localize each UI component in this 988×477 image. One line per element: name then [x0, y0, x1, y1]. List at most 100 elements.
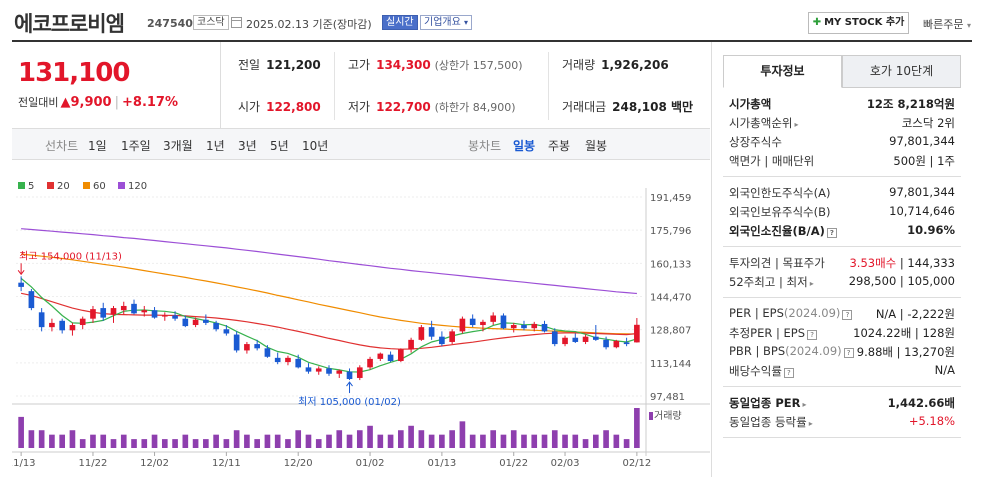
help-icon[interactable]: ? — [807, 330, 818, 340]
period-3m[interactable]: 3개월 — [163, 139, 193, 153]
volume-bar — [131, 439, 137, 448]
volume-bar — [623, 439, 630, 448]
volume-bar — [510, 430, 517, 448]
x-tick-label: 01/13 — [427, 458, 456, 469]
volume-bar — [233, 430, 240, 448]
stat-open: 시가 122,800 — [238, 100, 321, 114]
info-row[interactable]: 동일업종 PER ▸ 1,442.66배 — [727, 393, 957, 412]
candle — [203, 319, 209, 323]
volume-bar — [141, 439, 148, 448]
volume-bar — [500, 434, 507, 448]
info-value: 1,442.66배 — [887, 396, 955, 410]
legend-ma60: 60 — [83, 181, 106, 192]
company-overview-button[interactable]: 기업개요 ▾ — [420, 15, 473, 30]
candle — [336, 370, 343, 374]
stat-low: 저가 122,700 (하한가 84,900) — [348, 100, 516, 114]
my-stock-add-label: MY STOCK 추가 — [824, 17, 905, 28]
volume-bar — [592, 434, 599, 448]
my-stock-add-button[interactable]: ✚ MY STOCK 추가 — [808, 12, 909, 34]
volume-bar — [69, 430, 76, 448]
help-icon[interactable]: ? — [826, 228, 837, 238]
stock-code: 247540 — [147, 17, 193, 30]
candle-daily[interactable]: 일봉 — [513, 139, 536, 153]
candle — [120, 305, 127, 311]
x-tick-label: 11/22 — [79, 458, 108, 469]
realtime-badge[interactable]: 실시간 — [382, 15, 418, 30]
price-chart[interactable]: 5 20 60 120 191,459 175,796 160,133 144,470… — [12, 160, 710, 477]
info-row: 추정PER | EPS? 1024.22배 | 128원 — [727, 323, 957, 342]
y-tick-label: 144,470 — [650, 293, 691, 304]
info-row[interactable]: 시가총액순위 ▸ 코스닥 2위 — [727, 113, 957, 132]
y-tick-label: 191,459 — [650, 193, 691, 204]
chevron-right-icon: ▸ — [808, 419, 813, 428]
info-tabs: 투자정보 호가 10단계 — [723, 55, 961, 88]
info-value: 코스닥 2위 — [901, 116, 955, 130]
quick-order-button[interactable]: 빠른주문 ▾ — [923, 16, 971, 32]
candle — [38, 312, 45, 328]
change-percent: +8.17% — [122, 95, 178, 110]
chevron-right-icon: ▸ — [809, 279, 814, 288]
volume-bar — [367, 425, 373, 448]
period-3y[interactable]: 3년 — [238, 139, 257, 153]
candle — [480, 321, 486, 326]
info-value: N/A — [934, 363, 955, 377]
stat-prev-close: 전일 121,200 — [238, 58, 321, 72]
info-row: PBR | BPS(2024.09)? 9.88배 | 13,270원 — [727, 342, 957, 361]
volume-bar — [408, 425, 414, 448]
candle — [28, 291, 35, 309]
tab-investment-info[interactable]: 투자정보 — [723, 55, 842, 88]
x-tick-label: 02/03 — [551, 458, 580, 469]
volume-bar — [490, 430, 497, 448]
investment-info-panel: 투자정보 호가 10단계 시가총액 12조 8,218억원 시가총액순위 ▸ 코스닥 2… — [711, 42, 972, 477]
period-1y[interactable]: 1년 — [206, 139, 225, 153]
info-section: 시가총액 12조 8,218억원 시가총액순위 ▸ 코스닥 2위 상장주식수 97,801,… — [723, 88, 961, 177]
info-value: 9.88배 | 13,270원 — [856, 345, 955, 359]
info-row: PER | EPS(2024.09)? N/A | -2,222원 — [727, 304, 957, 323]
period-1d[interactable]: 1일 — [88, 139, 107, 153]
tab-order-book[interactable]: 호가 10단계 — [842, 55, 961, 88]
chevron-right-icon: ▸ — [802, 400, 807, 409]
candle-chart-label: 봉차트 — [468, 139, 502, 153]
volume-bar — [346, 434, 353, 448]
chevron-right-icon: ▸ — [794, 120, 799, 129]
volume-bar — [572, 434, 579, 448]
volume-bar — [110, 439, 117, 448]
candle-weekly[interactable]: 주봉 — [548, 139, 571, 153]
change-amount: ▲9,900 — [60, 95, 112, 110]
candle — [387, 354, 394, 362]
period-10y[interactable]: 10년 — [302, 139, 329, 153]
candle — [110, 308, 117, 315]
info-row: 액면가 | 매매단위 500원 | 1주 — [727, 151, 957, 170]
price-box: 131,100 전일대비 ▲9,900 | +8.17% — [12, 42, 221, 128]
info-section: 투자의견 | 목표주가 3.53매수 | 144,333 52주최고 | 최저 ▸ 29… — [723, 247, 961, 298]
x-tick-label: 12/20 — [284, 458, 313, 469]
chevron-down-icon: ▾ — [464, 18, 469, 27]
period-5y[interactable]: 5년 — [270, 139, 289, 153]
candle — [582, 336, 589, 342]
info-row[interactable]: 동일업종 등락률 ▸ +5.18% — [727, 412, 957, 431]
volume-bar — [603, 430, 609, 448]
period-1w[interactable]: 1주일 — [121, 139, 151, 153]
help-icon[interactable]: ? — [843, 348, 854, 358]
candle — [244, 344, 250, 351]
x-tick-label: 02/12 — [622, 458, 651, 469]
info-value: 12조 8,218억원 — [866, 97, 955, 111]
info-row: 외국인보유주식수(B) 10,714,646 — [727, 202, 957, 221]
info-section: 동일업종 PER ▸ 1,442.66배 동일업종 등락률 ▸ +5.18% — [723, 387, 961, 438]
info-value: 500원 | 1주 — [893, 154, 955, 168]
plus-icon: ✚ — [812, 17, 822, 28]
info-value: 97,801,344 — [889, 134, 955, 148]
help-icon[interactable]: ? — [842, 310, 853, 320]
info-row: 시가총액 12조 8,218억원 — [727, 94, 957, 113]
x-tick-label: 01/22 — [499, 458, 528, 469]
info-label: 동일업종 등락률 ▸ — [729, 415, 813, 429]
help-icon[interactable]: ? — [783, 368, 794, 378]
current-price: 131,100 — [18, 58, 130, 88]
info-value: 1024.22배 | 128원 — [853, 326, 955, 340]
x-tick-label: 11/13 — [12, 458, 36, 469]
candle-monthly[interactable]: 월봉 — [585, 139, 608, 153]
low-arrowhead — [346, 381, 353, 387]
candle — [449, 331, 455, 342]
info-row[interactable]: 52주최고 | 최저 ▸ 298,500 | 105,000 — [727, 272, 957, 291]
volume-bar — [264, 434, 271, 448]
